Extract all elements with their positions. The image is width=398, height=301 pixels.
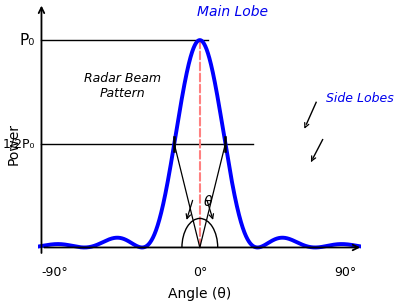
Text: θ: θ	[204, 195, 212, 209]
Text: 90°: 90°	[334, 266, 356, 279]
Text: Side Lobes: Side Lobes	[326, 92, 394, 105]
Text: Radar Beam
Pattern: Radar Beam Pattern	[84, 72, 161, 100]
Text: Power: Power	[7, 123, 21, 165]
Text: P₀: P₀	[20, 33, 35, 48]
Text: Angle (θ): Angle (θ)	[168, 287, 232, 301]
Text: Main Lobe: Main Lobe	[197, 5, 267, 19]
Text: -90°: -90°	[41, 266, 68, 279]
Text: 0°: 0°	[193, 266, 207, 279]
Text: 1/2P₀: 1/2P₀	[3, 137, 35, 150]
